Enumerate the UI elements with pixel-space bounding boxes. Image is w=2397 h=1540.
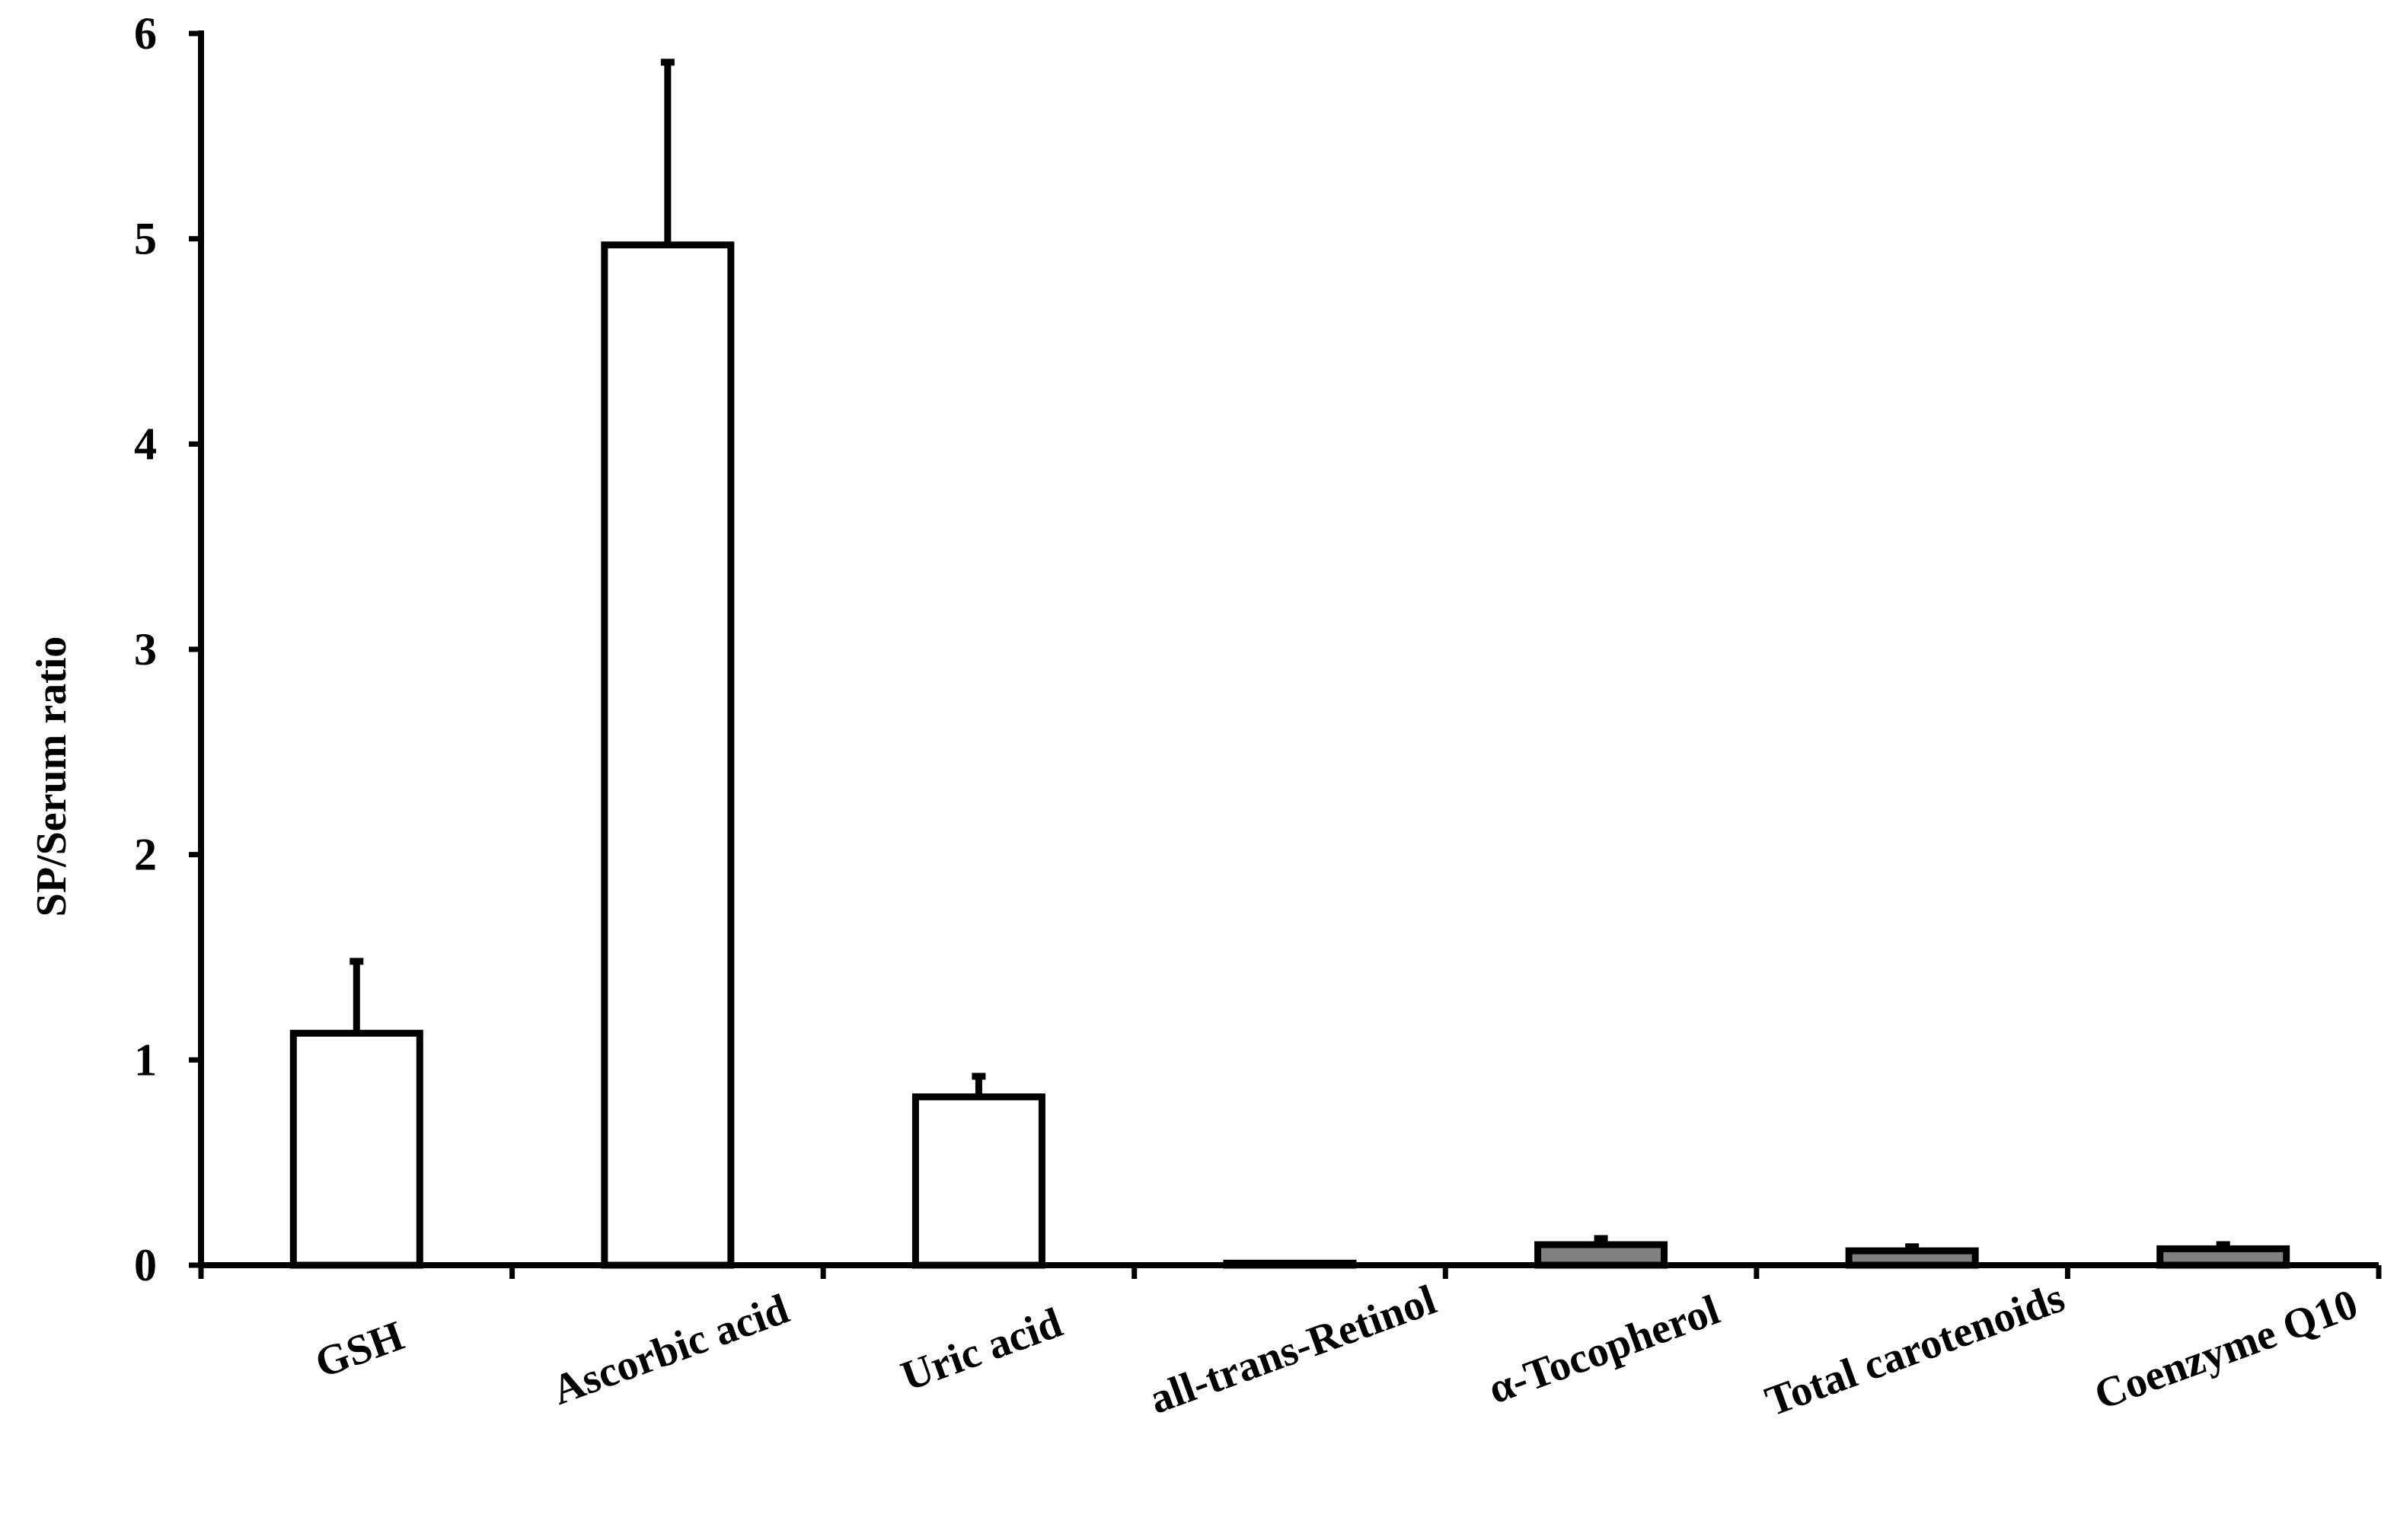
y-tick-label: 6 [134, 8, 157, 59]
axes-layer: GSH Ascorbic acid Uric acid all-trans-Retin… [134, 8, 2382, 1426]
bar [289, 1029, 423, 1269]
x-tick-label: Ascorbic acid [546, 1285, 795, 1414]
y-tick-label: 1 [134, 1035, 157, 1085]
x-tick-label: Coenzyme Q10 [2089, 1280, 2364, 1419]
y-tick-label: 4 [134, 419, 157, 469]
bar [601, 241, 735, 1269]
x-tick-label: Total carotenoids [1760, 1274, 2071, 1425]
bar [1534, 1241, 1668, 1269]
bars-layer [289, 59, 2290, 1269]
x-tick-label: GSH [309, 1312, 410, 1388]
x-tick-label: all-trans-Retinol [1144, 1276, 1442, 1423]
y-axis-label: SP/Serum ratio [28, 636, 75, 917]
bar [911, 1093, 1045, 1269]
y-tick-label: 0 [134, 1240, 157, 1290]
x-tick-label: Uric acid [895, 1299, 1068, 1400]
y-tick-label: 3 [134, 624, 157, 674]
y-tick-label: 2 [134, 830, 157, 880]
x-tick-label: α-Tocopherol [1483, 1287, 1726, 1414]
y-tick-label: 5 [134, 214, 157, 264]
